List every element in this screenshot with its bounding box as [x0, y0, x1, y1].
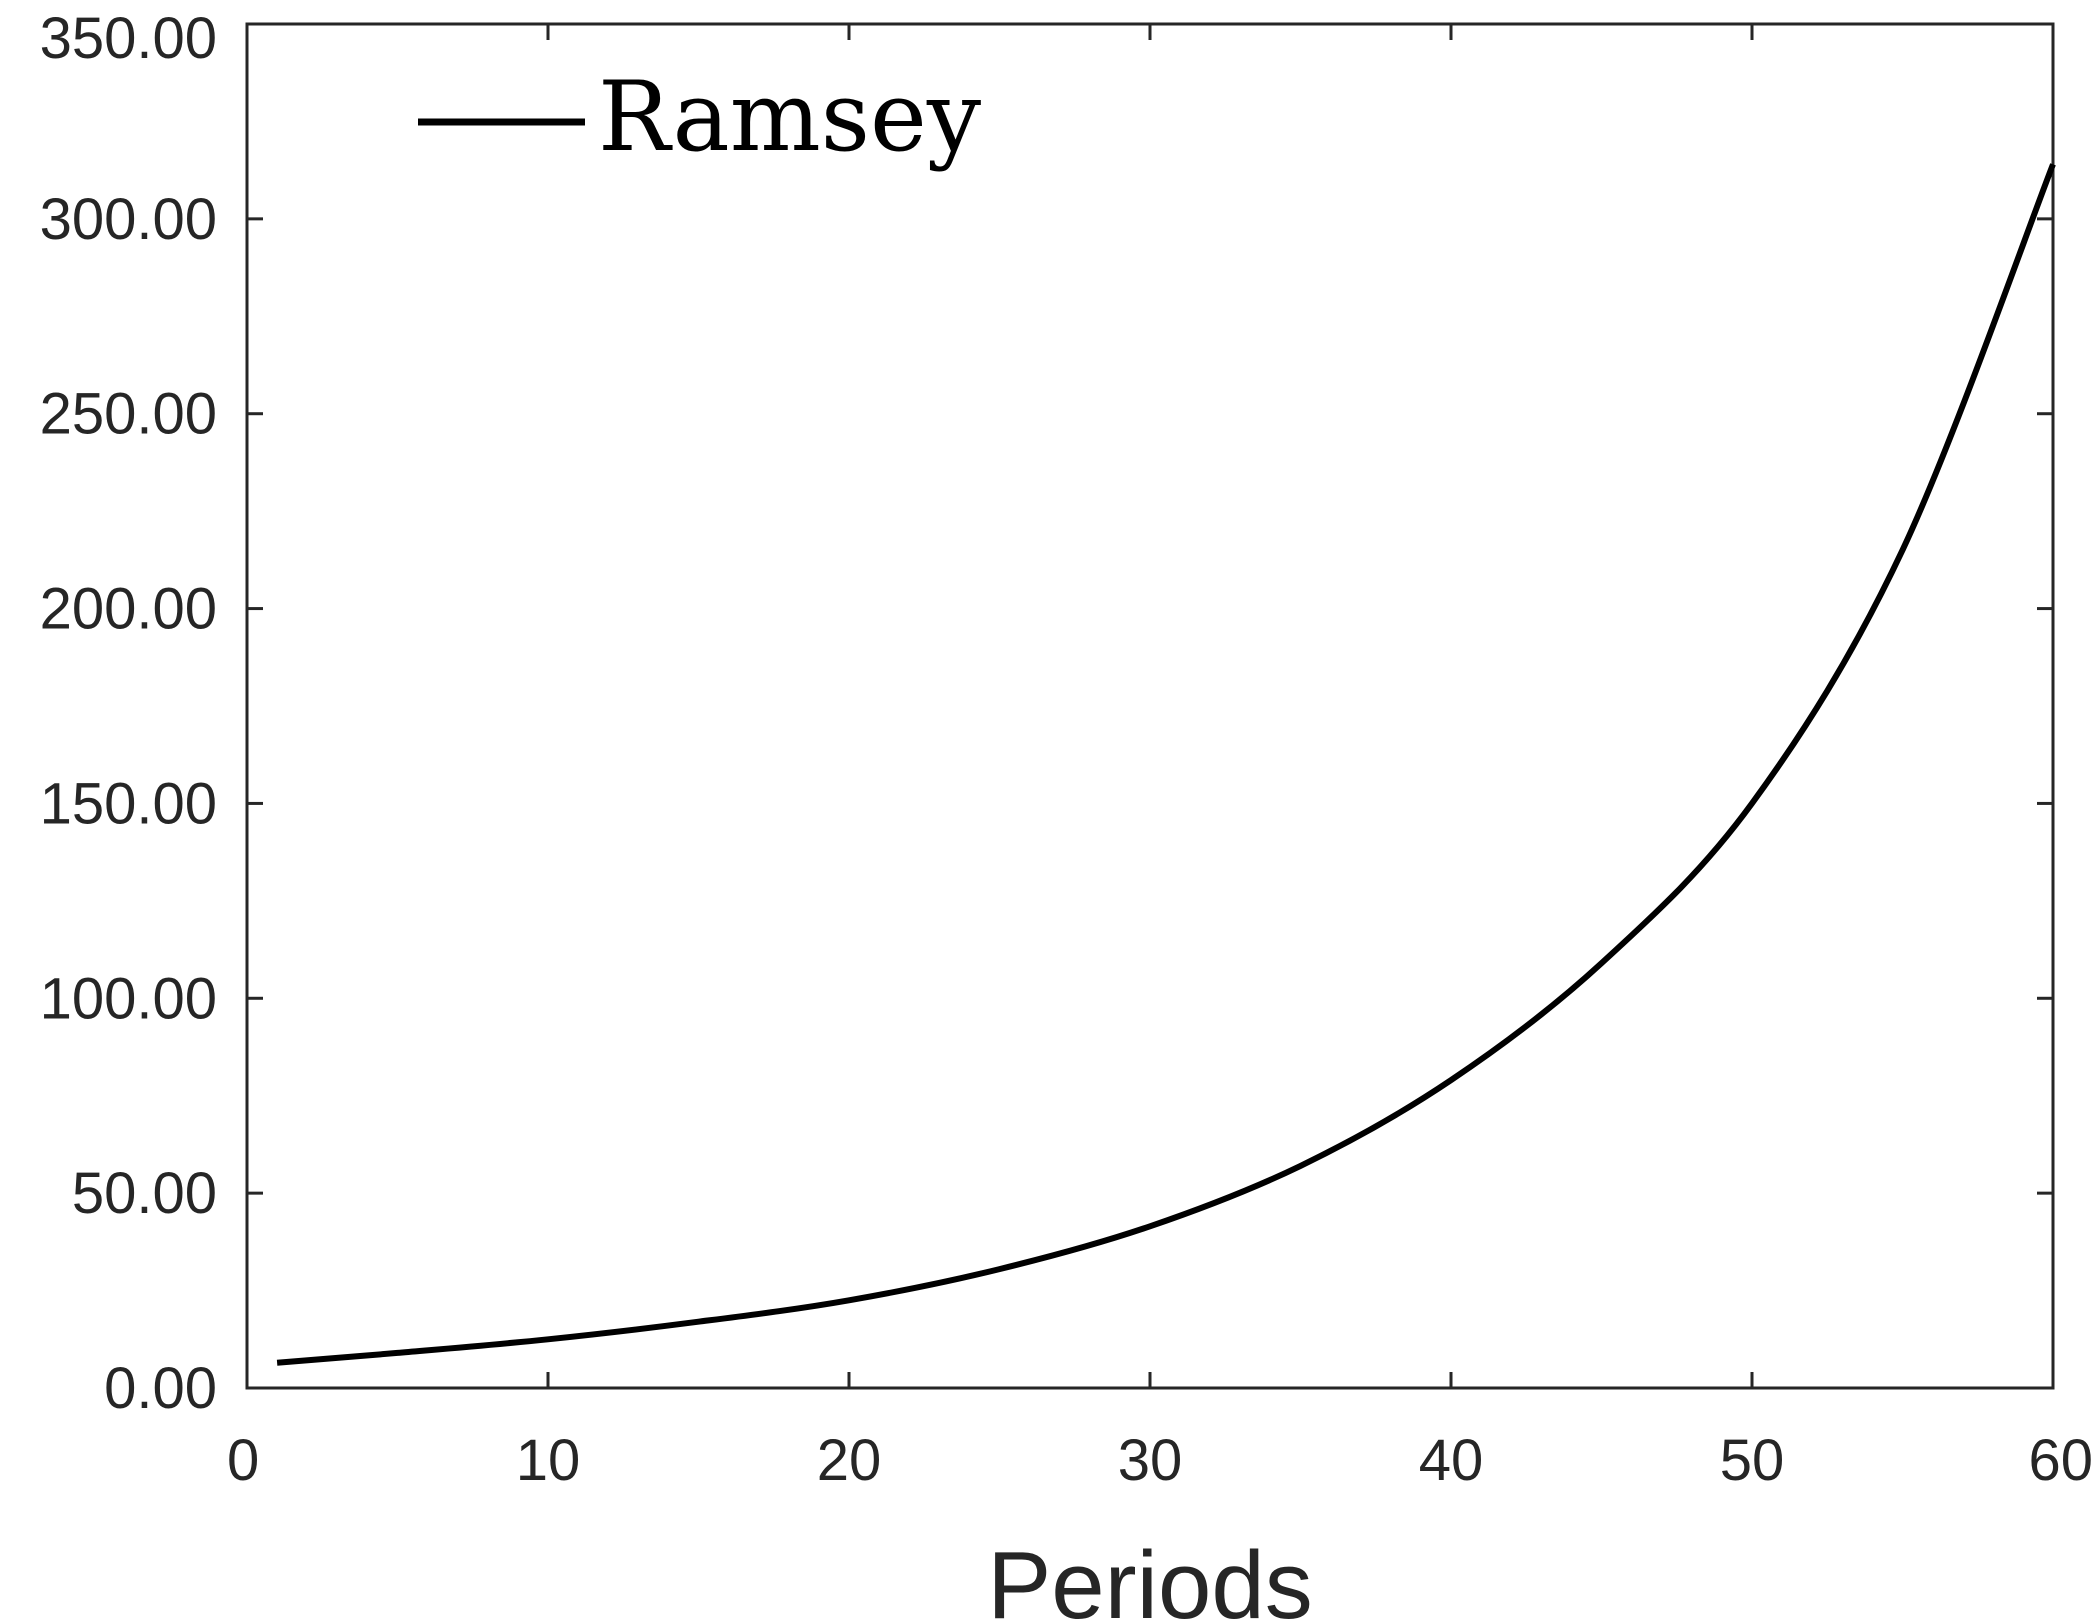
y-tick-label: 0.00 [104, 1356, 217, 1421]
x-tick-label: 0 [227, 1428, 259, 1493]
x-axis-ticks: 0 10 20 30 40 50 60 [227, 24, 2093, 1493]
series-line-ramsey [276, 163, 2056, 1366]
x-tick-label: 60 [2028, 1428, 2093, 1493]
x-tick-label: 50 [1720, 1428, 1785, 1493]
x-tick-label: 30 [1118, 1428, 1183, 1493]
legend-label: Ramsey [598, 61, 981, 173]
y-tick-label: 150.00 [40, 771, 217, 836]
x-tick-label: 20 [817, 1428, 882, 1493]
y-tick-label: 300.00 [40, 187, 217, 252]
y-axis-ticks: 0.00 50.00 100.00 150.00 200.00 250.00 300.00 3… [40, 6, 2053, 1421]
x-axis-label: Periods [987, 1532, 1313, 1623]
x-tick-label: 40 [1419, 1428, 1484, 1493]
legend: Ramsey [418, 61, 981, 173]
series-group [276, 163, 2056, 1366]
y-tick-label: 250.00 [40, 382, 217, 447]
y-tick-label: 50.00 [72, 1161, 217, 1226]
y-tick-label: 350.00 [40, 6, 217, 71]
plot-area [245, 22, 2055, 1390]
y-tick-label: 200.00 [40, 577, 217, 642]
x-tick-label: 10 [516, 1428, 581, 1493]
y-tick-label: 100.00 [40, 966, 217, 1031]
